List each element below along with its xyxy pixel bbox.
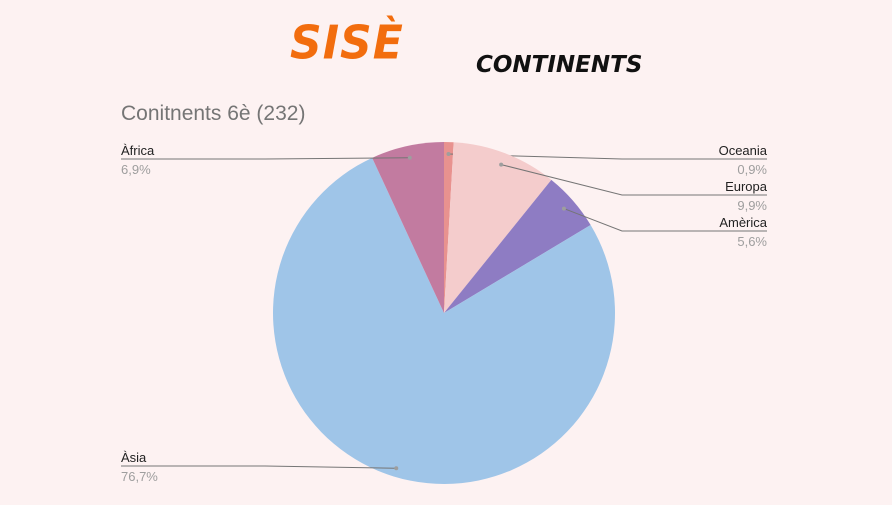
chart-title: Conitnents 6è (232) [121, 102, 306, 125]
subtitle: CONTINENTS [476, 52, 643, 78]
leader-dot-4 [407, 155, 412, 160]
pie-slice-1 [444, 142, 552, 313]
slice-value: 6,9% [121, 162, 151, 177]
pie-slice-0 [444, 142, 454, 313]
logo-text: SISÈ [290, 16, 404, 71]
leader-line-4 [121, 157, 410, 160]
leader-dot-1 [499, 162, 504, 167]
slice-label: Àfrica [121, 143, 155, 158]
pie-slice-3 [273, 157, 615, 484]
leader-line-2 [563, 208, 767, 232]
leader-line-3 [121, 465, 397, 469]
slice-label: Europa [725, 179, 768, 194]
slice-label: Oceania [719, 143, 768, 158]
leader-dot-0 [446, 152, 451, 157]
pie-slice-4 [372, 142, 444, 313]
slice-value: 9,9% [737, 198, 767, 213]
leader-dot-3 [394, 466, 399, 471]
slice-value: 76,7% [121, 469, 158, 484]
slice-label: Amèrica [719, 215, 767, 230]
pie-slice-2 [444, 179, 591, 313]
leader-line-1 [501, 164, 767, 196]
slice-value: 5,6% [737, 234, 767, 249]
slice-value: 0,9% [737, 162, 767, 177]
leader-dot-2 [561, 206, 566, 211]
slice-label: Àsia [121, 450, 147, 465]
